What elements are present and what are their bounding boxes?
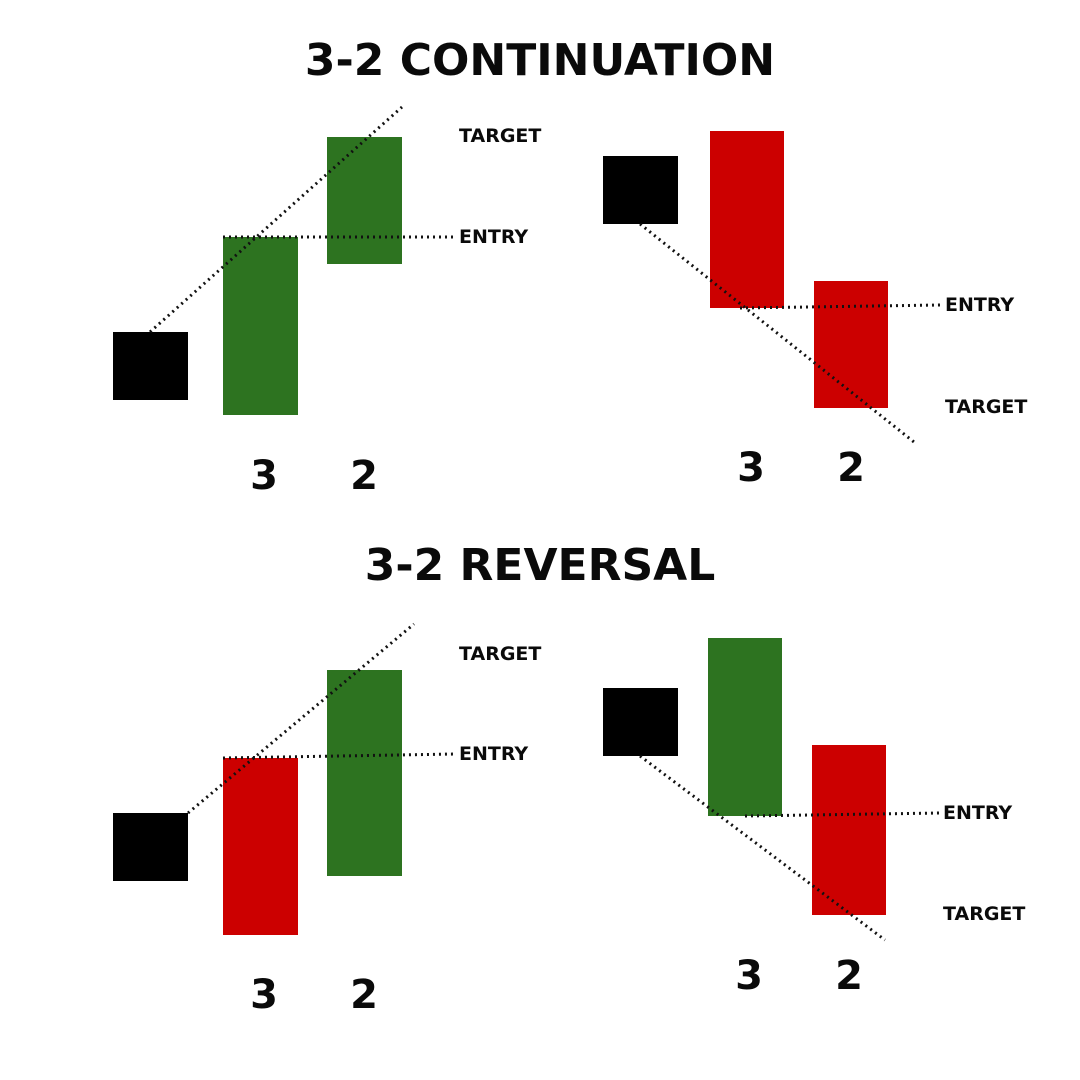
reversal-bullish-setup: TARGET ENTRY 3 2 — [113, 622, 541, 1018]
continuation-bull-number-3: 3 — [250, 453, 278, 499]
reversal-bull-number-2: 2 — [350, 972, 378, 1018]
continuation-bear-trendline — [639, 222, 915, 444]
continuation-bull-trendline — [149, 105, 403, 334]
reversal-bull-outside-bar — [113, 813, 188, 881]
reversal-bearish-setup: ENTRY TARGET 3 2 — [603, 638, 1025, 999]
continuation-bear-outside-bar — [603, 156, 678, 224]
reversal-title: 3-2 REVERSAL — [365, 540, 716, 591]
continuation-bear-candle-2 — [814, 281, 888, 408]
continuation-bull-candle-2 — [327, 137, 402, 264]
reversal-bear-number-2: 2 — [835, 953, 863, 999]
continuation-bullish-setup: TARGET ENTRY 3 2 — [113, 105, 541, 499]
reversal-bull-target-label: TARGET — [459, 643, 541, 665]
reversal-bull-entry-label: ENTRY — [459, 743, 528, 765]
reversal-bear-target-label: TARGET — [943, 903, 1025, 925]
reversal-bear-candle-2 — [812, 745, 886, 915]
reversal-bear-entry-line — [744, 811, 941, 818]
reversal-bear-outside-bar — [603, 688, 678, 756]
continuation-bear-target-label: TARGET — [945, 396, 1027, 418]
reversal-bear-number-3: 3 — [735, 953, 763, 999]
reversal-bull-entry-line — [222, 752, 456, 760]
continuation-bull-target-label: TARGET — [459, 125, 541, 147]
continuation-bearish-setup: ENTRY TARGET 3 2 — [603, 131, 1027, 491]
reversal-bull-number-3: 3 — [250, 972, 278, 1018]
reversal-bull-candle-3 — [223, 758, 298, 935]
continuation-bull-entry-label: ENTRY — [459, 226, 528, 248]
reversal-bull-trendline — [187, 622, 415, 815]
continuation-bear-candle-3 — [710, 131, 784, 308]
continuation-bull-candle-3 — [223, 237, 298, 415]
reversal-bear-candle-3 — [708, 638, 782, 816]
continuation-bear-entry-label: ENTRY — [945, 294, 1014, 316]
continuation-bull-number-2: 2 — [350, 453, 378, 499]
reversal-bear-entry-label: ENTRY — [943, 802, 1012, 824]
continuation-title: 3-2 CONTINUATION — [305, 35, 775, 86]
continuation-bull-outside-bar — [113, 332, 188, 400]
reversal-bull-candle-2 — [327, 670, 402, 876]
continuation-bear-number-2: 2 — [837, 445, 865, 491]
continuation-bear-number-3: 3 — [737, 445, 765, 491]
